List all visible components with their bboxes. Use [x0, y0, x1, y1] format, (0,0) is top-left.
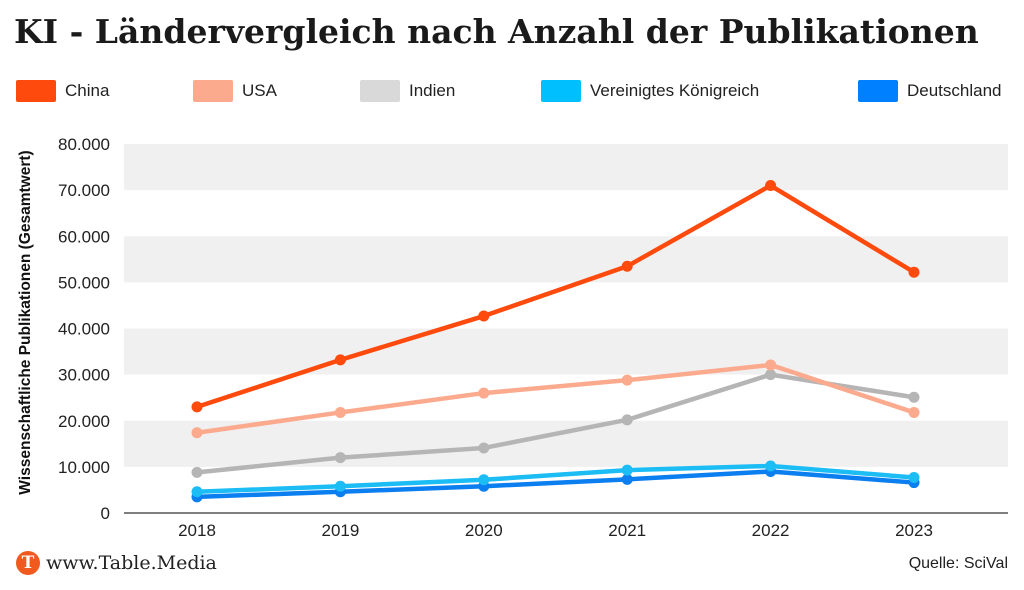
site-url: www.Table.Media — [46, 552, 217, 574]
x-axis-ticks: 2018 2019 2020 2021 2022 2023 — [178, 521, 933, 540]
legend: China USA Indien Vereinigtes Königreich … — [0, 78, 1024, 106]
series-line-china — [194, 183, 917, 410]
legend-label-usa: USA — [242, 81, 277, 100]
x-tick-label: 2021 — [608, 521, 646, 540]
grid-band — [124, 236, 1008, 283]
legend-swatch-vereinigtes-koenigreich — [541, 80, 581, 102]
legend-item-deutschland: Deutschland — [858, 78, 1002, 104]
grid-band — [124, 420, 1008, 467]
data-point-china — [191, 401, 203, 413]
data-point-vereinigtes-koenigreich — [908, 471, 920, 483]
legend-swatch-china — [16, 80, 56, 102]
grid-bands — [124, 144, 1008, 467]
data-point-usa — [621, 374, 633, 386]
data-point-china — [621, 260, 633, 272]
series-line-vereinigtes-koenigreich — [194, 463, 917, 495]
series-line-indien — [194, 372, 917, 475]
series-china — [191, 180, 920, 413]
data-point-usa — [908, 406, 920, 418]
data-point-indien — [478, 442, 490, 454]
y-tick-label: 50.000 — [58, 273, 110, 292]
y-tick-label: 0 — [101, 504, 110, 523]
legend-swatch-deutschland — [858, 80, 898, 102]
data-point-usa — [765, 359, 777, 371]
chart-title: KI - Ländervergleich nach Anzahl der Pub… — [14, 12, 979, 51]
data-point-indien — [765, 369, 777, 381]
data-point-china — [765, 180, 777, 192]
legend-label-deutschland: Deutschland — [907, 81, 1002, 100]
data-point-usa — [334, 406, 346, 418]
data-point-vereinigtes-koenigreich — [334, 480, 346, 492]
data-point-china — [334, 354, 346, 366]
data-point-indien — [191, 466, 203, 478]
logo-icon: T — [16, 551, 40, 575]
series-usa — [191, 359, 920, 439]
series-line-deutschland — [194, 469, 917, 500]
x-tick-label: 2023 — [895, 521, 933, 540]
data-point-china — [908, 266, 920, 278]
x-tick-label: 2019 — [321, 521, 359, 540]
legend-label-indien: Indien — [409, 81, 456, 100]
legend-label-vereinigtes-koenigreich: Vereinigtes Königreich — [590, 81, 760, 100]
y-tick-label: 20.000 — [58, 412, 110, 431]
legend-swatch-indien — [360, 80, 400, 102]
data-point-china — [478, 310, 490, 322]
table-media-logo: T www.Table.Media — [16, 551, 217, 575]
legend-item-vereinigtes-koenigreich: Vereinigtes Königreich — [541, 78, 759, 104]
data-point-vereinigtes-koenigreich — [621, 464, 633, 476]
data-point-indien — [621, 414, 633, 426]
data-point-indien — [334, 452, 346, 464]
data-point-vereinigtes-koenigreich — [765, 460, 777, 472]
y-axis-label: Wissenschaftliche Publikationen (Gesamtw… — [17, 150, 34, 494]
x-tick-label: 2022 — [752, 521, 790, 540]
legend-item-usa: USA — [193, 78, 277, 104]
data-point-vereinigtes-koenigreich — [191, 486, 203, 498]
y-tick-label: 60.000 — [58, 227, 110, 246]
series-vereinigtes-koenigreich — [191, 460, 920, 498]
y-tick-label: 10.000 — [58, 458, 110, 477]
data-point-deutschland — [621, 473, 633, 485]
x-tick-label: 2020 — [465, 521, 503, 540]
y-tick-label: 40.000 — [58, 320, 110, 339]
data-point-usa — [478, 387, 490, 399]
data-point-vereinigtes-koenigreich — [478, 474, 490, 486]
legend-swatch-usa — [193, 80, 233, 102]
y-tick-label: 80.000 — [58, 135, 110, 154]
data-point-indien — [908, 391, 920, 403]
series-line-usa — [194, 362, 917, 435]
legend-item-china: China — [16, 78, 109, 104]
y-axis-ticks: 0 10.000 20.000 30.000 40.000 50.000 60.000 70.… — [58, 135, 110, 523]
y-tick-label: 70.000 — [58, 181, 110, 200]
legend-label-china: China — [65, 81, 110, 100]
series-deutschland — [191, 465, 920, 503]
x-tick-label: 2018 — [178, 521, 216, 540]
legend-item-indien: Indien — [360, 78, 455, 104]
y-tick-label: 30.000 — [58, 366, 110, 385]
series-indien — [191, 369, 920, 478]
series-lines — [191, 180, 920, 503]
grid-band — [124, 328, 1008, 375]
grid-band — [124, 144, 1008, 191]
source-note: Quelle: SciVal — [908, 555, 1008, 572]
data-point-usa — [191, 427, 203, 439]
